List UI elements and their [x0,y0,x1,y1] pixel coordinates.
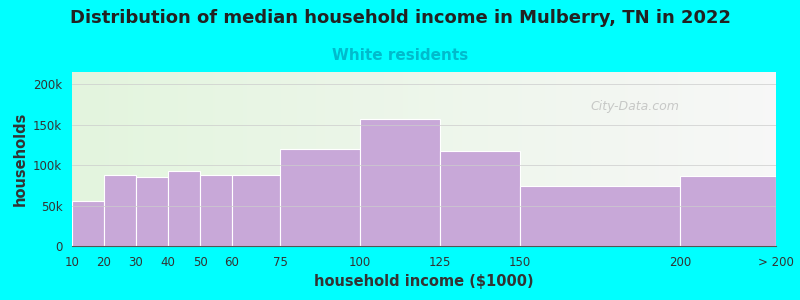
Bar [200,175,232,246]
Bar [776,168,800,246]
Y-axis label: households: households [13,112,27,206]
Bar [104,175,136,246]
Bar [680,176,776,246]
Bar [72,202,104,246]
Text: White residents: White residents [332,48,468,63]
Bar [360,119,440,246]
Bar [136,177,168,246]
Text: Distribution of median household income in Mulberry, TN in 2022: Distribution of median household income … [70,9,730,27]
Text: City-Data.com: City-Data.com [590,100,680,113]
X-axis label: household income ($1000): household income ($1000) [314,274,534,289]
Bar [520,186,680,246]
Bar [232,175,280,246]
Bar [440,151,520,246]
Bar [280,149,360,246]
Bar [168,171,200,246]
